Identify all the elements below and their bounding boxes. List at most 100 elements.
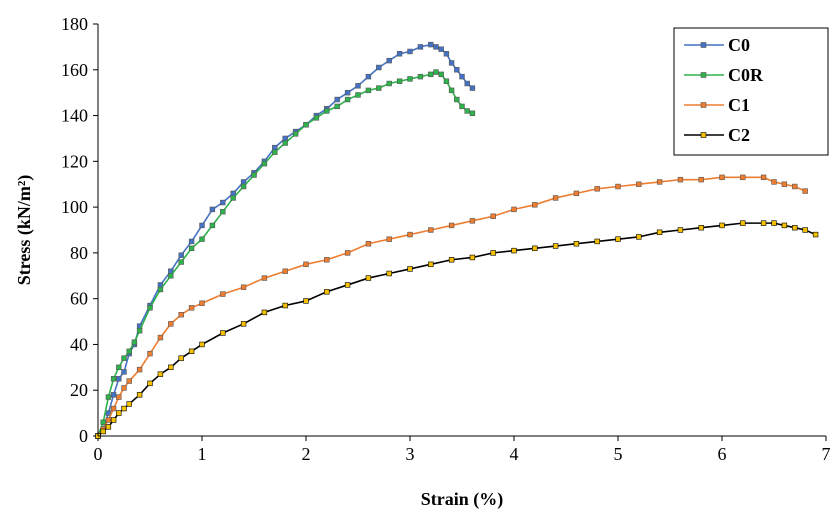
- series-line-c2: [97, 222, 816, 437]
- data-point-c0r: [313, 115, 320, 121]
- data-point-c0r: [454, 96, 460, 103]
- data-point-c0r: [433, 69, 439, 75]
- data-point-c2: [168, 364, 174, 371]
- x-tick-label: 1: [198, 444, 207, 464]
- legend-swatch-marker: [700, 102, 707, 108]
- data-point-c1: [719, 174, 725, 181]
- legend-swatch-marker: [700, 72, 707, 78]
- x-tick-label: 0: [94, 444, 103, 464]
- data-point-c0r: [147, 305, 153, 311]
- legend-box: [673, 27, 829, 156]
- data-point-c0: [417, 44, 424, 50]
- data-point-c0: [188, 238, 195, 245]
- data-point-c2: [428, 261, 434, 268]
- x-tick-label: 3: [406, 444, 415, 464]
- legend-items: C0 C0R C1 C2: [684, 35, 764, 145]
- data-point-c2: [344, 282, 351, 288]
- data-point-c0r: [178, 259, 184, 265]
- data-point-c0r: [157, 286, 164, 293]
- data-point-c0: [376, 64, 382, 71]
- data-point-c0: [220, 199, 226, 206]
- legend-label: C0R: [728, 65, 764, 85]
- data-point-c1: [781, 181, 788, 187]
- data-point-c1: [282, 268, 288, 274]
- data-point-c1: [594, 186, 600, 192]
- data-point-c1: [121, 385, 127, 391]
- series-layer: [95, 41, 819, 439]
- data-point-c1: [511, 206, 517, 213]
- data-point-c0: [448, 60, 455, 66]
- legend-label: C2: [728, 125, 750, 145]
- data-point-c2: [240, 321, 247, 327]
- data-point-c2: [448, 257, 455, 263]
- data-point-c1: [261, 275, 268, 281]
- data-point-c1: [105, 417, 112, 423]
- data-point-c1: [188, 305, 195, 311]
- x-tick-label: 6: [718, 444, 727, 464]
- data-point-c0r: [209, 222, 216, 229]
- data-point-c2: [105, 424, 112, 430]
- series-c0: [95, 41, 476, 439]
- series-line-c0r: [97, 71, 473, 437]
- data-point-c0: [428, 41, 434, 48]
- legend-label: C1: [728, 95, 750, 115]
- data-point-c1: [324, 257, 330, 263]
- data-point-c0: [459, 73, 465, 80]
- data-point-c0r: [220, 208, 226, 215]
- data-point-c0r: [376, 85, 382, 91]
- data-point-c0r: [230, 195, 236, 201]
- data-point-c0: [469, 85, 476, 91]
- series-c1: [95, 174, 808, 439]
- data-point-c0r: [116, 364, 122, 371]
- data-point-c0r: [324, 108, 330, 114]
- data-point-c2: [812, 231, 819, 238]
- data-point-c0r: [282, 140, 288, 146]
- data-point-c0r: [136, 328, 143, 334]
- data-point-c2: [594, 238, 600, 245]
- data-point-c1: [760, 174, 767, 181]
- data-point-c0: [199, 222, 205, 229]
- data-point-c1: [677, 176, 684, 183]
- series-line-c1: [97, 176, 806, 437]
- data-point-c1: [802, 188, 808, 194]
- data-point-c0: [454, 67, 460, 73]
- data-point-c2: [136, 392, 143, 398]
- data-point-c2: [771, 220, 777, 226]
- series-c0r: [95, 69, 476, 439]
- x-tick-label: 2: [302, 444, 311, 464]
- data-point-c1: [469, 218, 476, 224]
- y-tick-label: 160: [61, 60, 88, 80]
- data-point-c2: [261, 309, 268, 316]
- data-point-c2: [573, 241, 580, 247]
- data-point-c2: [386, 270, 392, 277]
- data-point-c0r: [126, 348, 132, 355]
- data-point-c0: [116, 376, 122, 382]
- data-point-c1: [365, 241, 372, 247]
- data-point-c2: [282, 302, 288, 309]
- data-point-c0: [386, 57, 392, 64]
- x-axis-title: Strain (%): [421, 489, 504, 510]
- data-point-c0r: [448, 87, 455, 94]
- data-point-c1: [656, 179, 663, 185]
- data-point-c0r: [443, 78, 450, 84]
- data-point-c1: [126, 378, 132, 384]
- x-tick-label: 7: [822, 444, 831, 464]
- data-point-c0r: [469, 110, 476, 116]
- data-point-c0r: [355, 92, 361, 98]
- legend-swatch-marker: [700, 132, 707, 138]
- data-point-c1: [199, 300, 205, 306]
- data-point-c2: [719, 222, 725, 229]
- data-point-c2: [698, 225, 704, 231]
- data-point-c0: [443, 51, 450, 57]
- data-point-c0r: [428, 71, 434, 78]
- data-point-c2: [656, 229, 663, 235]
- data-point-c1: [240, 284, 247, 290]
- legend-swatch-marker: [700, 42, 707, 48]
- data-point-c1: [428, 227, 434, 233]
- data-point-c0: [272, 144, 278, 151]
- legend-label: C0: [728, 35, 750, 55]
- data-point-c0: [344, 89, 351, 96]
- data-point-c0: [121, 369, 127, 375]
- data-point-c0r: [188, 245, 195, 252]
